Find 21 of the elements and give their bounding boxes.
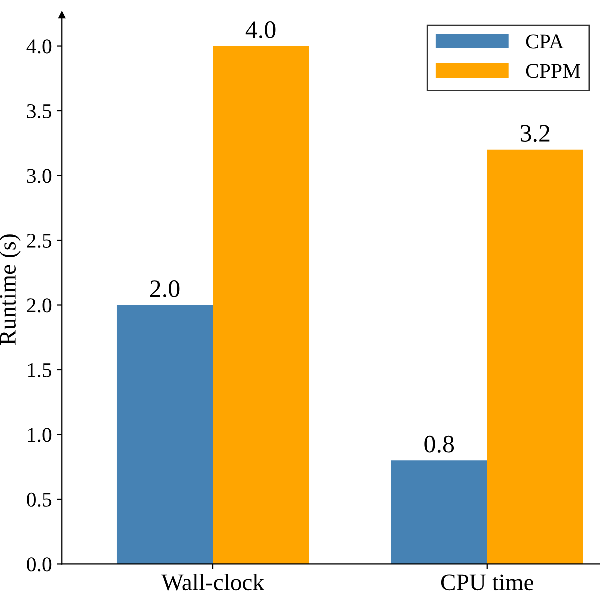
y-tick-label: 2.0 — [27, 298, 52, 313]
data-label: 4.0 — [246, 22, 276, 39]
y-tick-label: 0.0 — [27, 558, 52, 572]
legend-label: CPA — [526, 34, 564, 49]
legend-label: CPPM — [526, 64, 581, 78]
bar — [213, 46, 310, 564]
x-tick-label: CPU time — [441, 574, 534, 591]
y-tick-label: 3.0 — [27, 169, 52, 184]
y-tick-label: 3.5 — [27, 104, 52, 119]
bar — [116, 305, 214, 564]
y-tick-label: 1.5 — [28, 363, 52, 378]
bar — [391, 460, 488, 564]
data-label: 0.8 — [424, 436, 454, 453]
y-tick-label: 4.0 — [26, 40, 52, 54]
y-tick-label: 2.5 — [27, 234, 52, 248]
y-tick-label: 0.5 — [27, 492, 52, 508]
y-tick-label: 1.0 — [28, 428, 52, 442]
x-tick-label: Wall-clock — [162, 574, 265, 591]
bar — [487, 150, 584, 564]
data-label: 2.0 — [150, 280, 180, 298]
data-label: 3.2 — [520, 125, 550, 142]
